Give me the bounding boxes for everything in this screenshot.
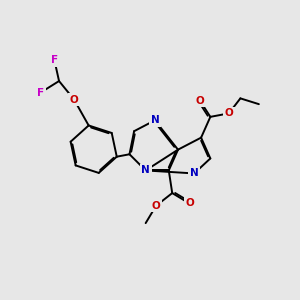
Text: O: O	[185, 199, 194, 208]
Text: N: N	[141, 165, 150, 176]
Text: O: O	[70, 94, 78, 104]
Text: N: N	[151, 115, 159, 125]
Text: N: N	[190, 168, 199, 178]
Text: F: F	[37, 88, 44, 98]
Text: F: F	[51, 55, 58, 65]
Text: O: O	[196, 96, 204, 106]
Text: O: O	[152, 201, 161, 211]
Text: O: O	[224, 108, 233, 118]
